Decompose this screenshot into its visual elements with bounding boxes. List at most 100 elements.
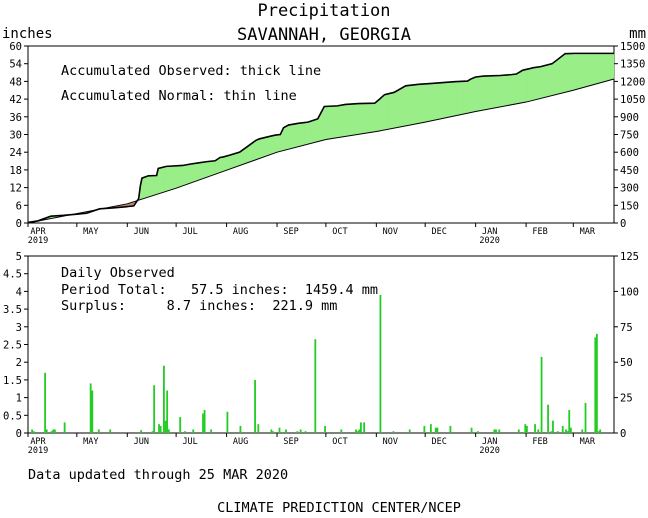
surplus-fill xyxy=(144,176,148,199)
surplus-fill xyxy=(376,100,379,132)
x-tick-label: SEP xyxy=(283,227,298,237)
surplus-fill xyxy=(610,53,613,81)
y-tick-label: 18 xyxy=(9,165,22,177)
daily-bar xyxy=(550,431,553,433)
daily-bar xyxy=(436,427,439,433)
y2-tick-label: 300 xyxy=(620,183,639,195)
surplus-fill xyxy=(507,74,511,106)
surplus-fill xyxy=(268,135,271,156)
surplus-fill xyxy=(607,53,610,82)
surplus-fill xyxy=(350,103,353,136)
surplus-fill xyxy=(439,82,442,120)
surplus-fill xyxy=(214,159,218,175)
x-tick-label: JAN xyxy=(482,227,497,237)
surplus-fill xyxy=(564,53,567,93)
surplus-fill xyxy=(493,75,496,109)
surplus-fill xyxy=(475,76,478,112)
surplus-fill xyxy=(151,175,154,197)
y-tick-label: 42 xyxy=(9,94,22,106)
daily-bar xyxy=(296,431,299,433)
surplus-fill xyxy=(403,85,406,127)
surplus-fill xyxy=(581,53,584,89)
surplus-fill xyxy=(589,53,592,87)
surplus-fill xyxy=(527,68,530,102)
daily-bar xyxy=(31,429,33,433)
daily-bar xyxy=(203,409,206,433)
daily-bar xyxy=(581,429,584,433)
y-tick-label: 54 xyxy=(9,59,22,71)
daily-bar xyxy=(109,429,112,433)
surplus-fill xyxy=(550,63,553,97)
y-tick-label: 12 xyxy=(9,183,22,195)
y2-tick-label: 750 xyxy=(620,130,639,142)
surplus-fill xyxy=(483,75,486,111)
surplus-fill xyxy=(284,125,288,151)
x-tick-label: MAY xyxy=(83,227,98,237)
surplus-fill xyxy=(460,81,463,115)
surplus-fill xyxy=(569,53,572,92)
surplus-fill xyxy=(464,80,467,115)
surplus-fill xyxy=(167,165,170,192)
surplus-fill xyxy=(511,74,514,106)
daily-bar xyxy=(565,429,567,433)
surplus-fill xyxy=(188,163,191,184)
surplus-fill xyxy=(213,160,216,176)
surplus-fill xyxy=(547,64,550,98)
surplus-fill xyxy=(441,82,444,119)
daily-bar xyxy=(379,294,382,433)
surplus-fill xyxy=(286,124,289,150)
surplus-fill xyxy=(457,81,460,116)
daily-bar xyxy=(596,333,598,433)
surplus-fill xyxy=(543,65,546,98)
surplus-fill xyxy=(602,53,605,83)
daily-bar xyxy=(561,425,564,433)
x-tick-label: OCT xyxy=(332,437,347,447)
surplus-fill xyxy=(346,103,349,137)
y-tick-label: 30 xyxy=(9,130,22,142)
surplus-fill xyxy=(354,103,358,136)
surplus-fill xyxy=(200,162,203,180)
surplus-fill xyxy=(577,53,581,90)
surplus-fill xyxy=(278,134,281,153)
surplus-fill xyxy=(385,93,388,130)
daily-bar xyxy=(91,390,94,433)
surplus-fill xyxy=(252,141,255,162)
daily-bar xyxy=(552,420,554,433)
surplus-fill xyxy=(525,68,528,103)
daily-bar xyxy=(408,429,411,433)
surplus-fill xyxy=(486,75,489,110)
daily-bar xyxy=(89,383,92,433)
daily-bar xyxy=(363,422,366,433)
daily-bar xyxy=(158,424,160,433)
surplus-fill xyxy=(548,63,551,97)
surplus-fill xyxy=(185,164,188,185)
surplus-fill xyxy=(387,93,390,130)
surplus-fill xyxy=(595,53,598,85)
surplus-fill xyxy=(561,54,564,94)
surplus-fill xyxy=(591,53,594,86)
surplus-fill xyxy=(506,74,509,106)
y2-tick-label: 1500 xyxy=(620,41,645,53)
surplus-fill xyxy=(309,120,312,145)
x-year-label: 2019 xyxy=(28,236,48,246)
surplus-fill xyxy=(324,106,327,141)
daily-bar xyxy=(517,429,520,433)
surplus-fill xyxy=(254,140,257,161)
surplus-fill xyxy=(429,83,432,122)
legend-observed: Accumulated Observed: thick line xyxy=(61,63,321,79)
y-tick-label: 2 xyxy=(16,357,22,369)
data-updated-note: Data updated through 25 MAR 2020 xyxy=(28,467,288,483)
accumulated-panel: 0 6 12 18 24 30 36 42 48 54 60 0 150 300 450 600 750 900… xyxy=(9,41,645,246)
surplus-fill xyxy=(364,103,367,134)
surplus-fill xyxy=(224,155,227,172)
surplus-fill xyxy=(237,151,240,167)
surplus-fill xyxy=(307,121,310,145)
surplus-fill xyxy=(594,53,597,85)
x-year-label: 2020 xyxy=(479,446,499,456)
surplus-fill xyxy=(210,160,213,177)
x-tick-label: MAY xyxy=(83,437,98,447)
surplus-fill xyxy=(169,165,172,191)
surplus-fill xyxy=(434,82,437,121)
x-tick-label: NOV xyxy=(383,227,398,237)
surplus-fill xyxy=(192,163,195,183)
